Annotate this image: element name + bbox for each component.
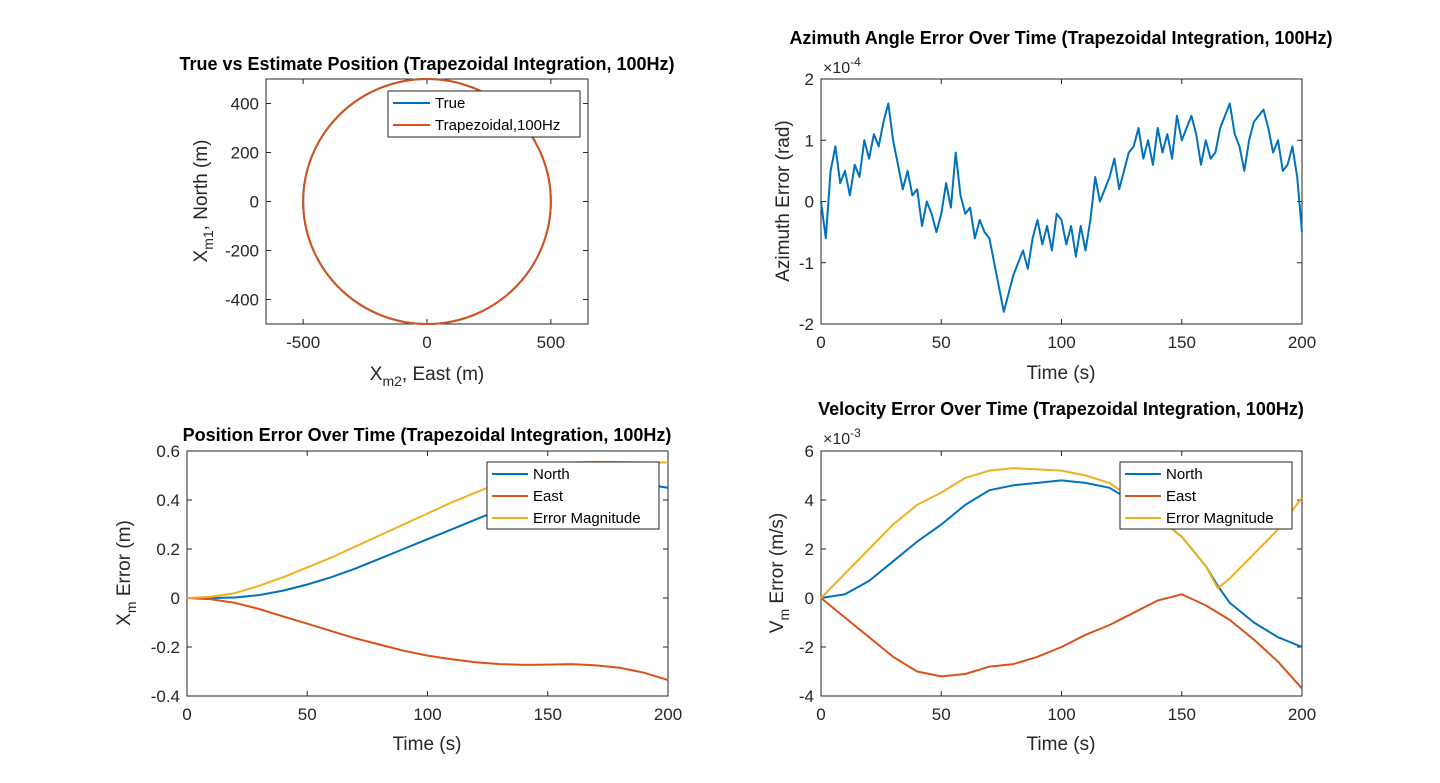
y-tick-label: 2	[805, 540, 814, 559]
y-tick-label: 0.4	[156, 491, 180, 510]
panel-position-circle: True vs Estimate Position (Trapezoidal I…	[179, 54, 674, 389]
y-tick-label: -1	[799, 254, 814, 273]
legend-box	[387, 90, 581, 138]
plot-area	[820, 78, 1303, 325]
series-east	[186, 597, 669, 682]
x-tick-label: 0	[182, 705, 191, 724]
x-tick-label: 200	[1288, 705, 1316, 724]
y-axis-label: Xm Error (m)	[114, 520, 139, 626]
x-tick-label: 150	[1168, 705, 1196, 724]
y-exponent: ×10-3	[823, 426, 861, 448]
y-tick-label: 1	[805, 131, 814, 150]
legend-label-magnitude: Error Magnitude	[533, 510, 641, 527]
y-tick-label: 0.2	[156, 540, 180, 559]
x-tick-label: 100	[1047, 705, 1075, 724]
y-tick-label: 6	[805, 442, 814, 461]
axis-ticks: 0 50 100 150 200 -0.4 -0.2 0 0.2 0.4 0.6	[151, 442, 682, 724]
y-tick-label: -0.2	[151, 638, 180, 657]
x-tick-label: 0	[816, 333, 825, 352]
legend: True Trapezoidal,100Hz	[387, 90, 581, 138]
y-axis-label: Azimuth Error (rad)	[773, 120, 794, 282]
y-tick-label: 0	[171, 589, 180, 608]
legend-label-east: East	[533, 488, 564, 505]
x-axis-label: Time (s)	[1027, 363, 1096, 384]
series-series	[820, 102, 1303, 313]
x-tick-label: 50	[932, 705, 951, 724]
series-east	[820, 593, 1303, 690]
data-series	[302, 78, 552, 325]
legend-label-magnitude: Error Magnitude	[1166, 510, 1274, 527]
data-series	[820, 102, 1303, 313]
y-tick-label: -400	[225, 291, 259, 310]
x-tick-label: 50	[298, 705, 317, 724]
series-error-magnitude	[820, 467, 1303, 599]
y-tick-label: -200	[225, 242, 259, 261]
legend: North East Error Magnitude	[486, 461, 660, 530]
axis-ticks: -500 0 500 -400 -200 0 200 400	[225, 79, 588, 352]
x-tick-label: 100	[1047, 333, 1075, 352]
legend-label-north: North	[1166, 466, 1203, 483]
y-tick-label: 0	[250, 193, 259, 212]
x-axis-label: Xm2, East (m)	[370, 364, 484, 389]
y-axis-label: Vm Error (m/s)	[767, 513, 792, 633]
y-tick-label: 4	[805, 491, 814, 510]
chart-title: Azimuth Angle Error Over Time (Trapezoid…	[789, 28, 1332, 48]
x-tick-label: 200	[654, 705, 682, 724]
chart-title: Velocity Error Over Time (Trapezoidal In…	[818, 399, 1304, 419]
y-tick-label: 200	[231, 144, 259, 163]
y-tick-label: 400	[231, 95, 259, 114]
x-tick-label: 100	[413, 705, 441, 724]
legend-label-east: East	[1166, 488, 1197, 505]
x-axis-label: Time (s)	[393, 734, 462, 755]
data-series	[820, 467, 1303, 690]
panel-azimuth-error: Azimuth Angle Error Over Time (Trapezoid…	[773, 28, 1333, 384]
x-tick-label: -500	[286, 333, 320, 352]
y-axis-label: Xm1, North (m)	[191, 140, 216, 263]
chart-title: True vs Estimate Position (Trapezoidal I…	[179, 54, 674, 74]
x-axis-label: Time (s)	[1027, 734, 1096, 755]
y-tick-label: 2	[805, 70, 814, 89]
x-tick-label: 200	[1288, 333, 1316, 352]
panel-velocity-error: Velocity Error Over Time (Trapezoidal In…	[767, 399, 1316, 755]
series-trapezoidal-100hz	[302, 78, 552, 325]
x-tick-label: 150	[1168, 333, 1196, 352]
y-tick-label: -2	[799, 315, 814, 334]
legend: North East Error Magnitude	[1119, 461, 1293, 530]
x-tick-label: 500	[537, 333, 565, 352]
chart-title: Position Error Over Time (Trapezoidal In…	[183, 425, 672, 445]
x-tick-label: 50	[932, 333, 951, 352]
y-tick-label: -2	[799, 638, 814, 657]
legend-label-north: North	[533, 466, 570, 483]
y-tick-label: -0.4	[151, 687, 180, 706]
series-north	[820, 479, 1303, 648]
y-tick-label: 0	[805, 589, 814, 608]
axis-ticks: 0 50 100 150 200 -4 -2 0 2 4 6	[799, 442, 1316, 724]
x-tick-label: 0	[816, 705, 825, 724]
legend-label-true: True	[435, 95, 465, 112]
legend-label-trapezoidal: Trapezoidal,100Hz	[435, 117, 560, 134]
panel-position-error: Position Error Over Time (Trapezoidal In…	[114, 425, 682, 755]
x-tick-label: 0	[422, 333, 431, 352]
y-tick-label: 0	[805, 193, 814, 212]
y-tick-label: 0.6	[156, 442, 180, 461]
x-tick-label: 150	[534, 705, 562, 724]
y-exponent: ×10-4	[823, 55, 861, 77]
axis-ticks: 0 50 100 150 200 -2 -1 0 1 2	[799, 70, 1316, 352]
y-tick-label: -4	[799, 687, 814, 706]
